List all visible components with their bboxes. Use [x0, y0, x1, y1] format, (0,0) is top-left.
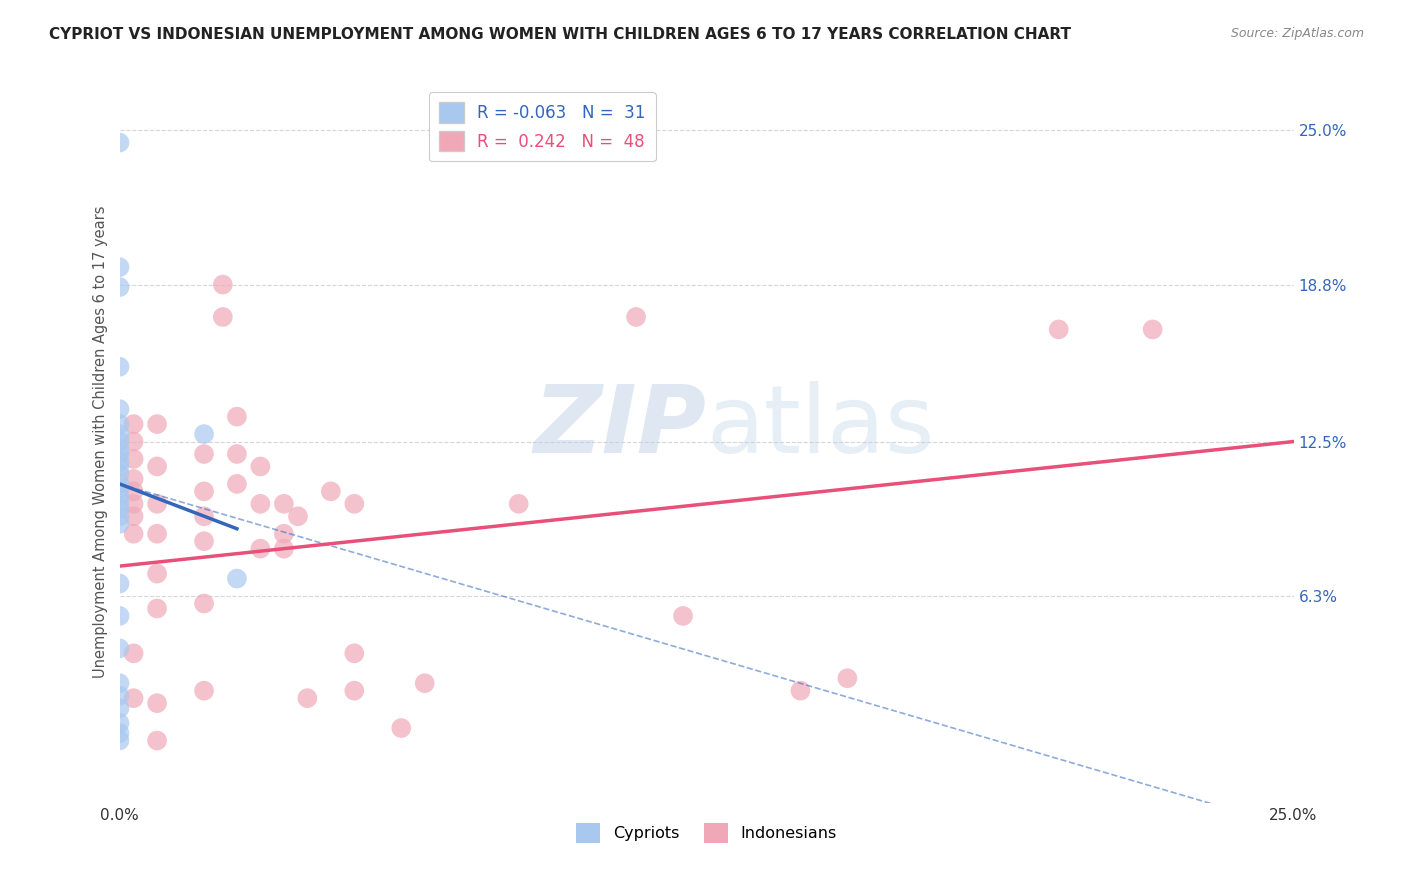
Point [108, 641, 131, 656]
Point [225, 409, 249, 424]
Point [108, 459, 131, 474]
Point [108, 516, 131, 531]
Point [343, 683, 366, 698]
Point [624, 310, 647, 324]
Point [319, 484, 342, 499]
Point [1047, 322, 1070, 336]
Point [1142, 322, 1164, 336]
Point [108, 359, 131, 374]
Point [108, 260, 131, 274]
Point [146, 566, 169, 581]
Point [108, 676, 131, 690]
Point [193, 597, 215, 611]
Point [211, 310, 233, 324]
Point [413, 676, 436, 690]
Point [193, 534, 215, 549]
Point [108, 501, 131, 516]
Point [789, 683, 811, 698]
Point [193, 683, 215, 698]
Point [122, 526, 145, 541]
Point [108, 509, 131, 524]
Point [122, 646, 145, 660]
Point [146, 497, 169, 511]
Point [108, 467, 131, 481]
Y-axis label: Unemployment Among Women with Children Ages 6 to 17 years: Unemployment Among Women with Children A… [93, 205, 108, 678]
Point [108, 454, 131, 468]
Point [146, 417, 169, 431]
Point [122, 434, 145, 449]
Point [343, 497, 366, 511]
Point [122, 452, 145, 467]
Point [225, 447, 249, 461]
Point [122, 472, 145, 486]
Point [273, 497, 295, 511]
Point [122, 484, 145, 499]
Point [108, 733, 131, 747]
Legend: Cypriots, Indonesians: Cypriots, Indonesians [569, 817, 844, 849]
Point [273, 526, 295, 541]
Point [273, 541, 295, 556]
Point [211, 277, 233, 292]
Point [837, 671, 859, 685]
Point [108, 497, 131, 511]
Point [108, 482, 131, 496]
Point [108, 609, 131, 624]
Point [193, 427, 215, 442]
Point [225, 572, 249, 586]
Point [146, 696, 169, 710]
Point [146, 733, 169, 747]
Point [193, 509, 215, 524]
Point [108, 576, 131, 591]
Point [108, 447, 131, 461]
Point [122, 691, 145, 706]
Point [108, 427, 131, 442]
Point [108, 442, 131, 456]
Point [146, 526, 169, 541]
Point [297, 691, 319, 706]
Point [108, 726, 131, 740]
Point [108, 417, 131, 431]
Point [672, 609, 695, 624]
Point [108, 689, 131, 703]
Point [193, 484, 215, 499]
Point [108, 402, 131, 417]
Text: ZIP: ZIP [534, 381, 707, 473]
Point [343, 646, 366, 660]
Point [122, 417, 145, 431]
Point [508, 497, 530, 511]
Point [146, 459, 169, 474]
Point [108, 489, 131, 503]
Text: CYPRIOT VS INDONESIAN UNEMPLOYMENT AMONG WOMEN WITH CHILDREN AGES 6 TO 17 YEARS : CYPRIOT VS INDONESIAN UNEMPLOYMENT AMONG… [49, 27, 1071, 42]
Point [193, 447, 215, 461]
Point [225, 476, 249, 491]
Point [108, 434, 131, 449]
Text: atlas: atlas [707, 381, 935, 473]
Point [122, 497, 145, 511]
Point [146, 601, 169, 615]
Point [122, 509, 145, 524]
Point [249, 541, 271, 556]
Point [108, 716, 131, 731]
Point [249, 459, 271, 474]
Point [108, 701, 131, 715]
Point [108, 476, 131, 491]
Point [108, 136, 131, 150]
Point [287, 509, 309, 524]
Point [249, 497, 271, 511]
Text: Source: ZipAtlas.com: Source: ZipAtlas.com [1230, 27, 1364, 40]
Point [108, 280, 131, 294]
Point [389, 721, 412, 735]
